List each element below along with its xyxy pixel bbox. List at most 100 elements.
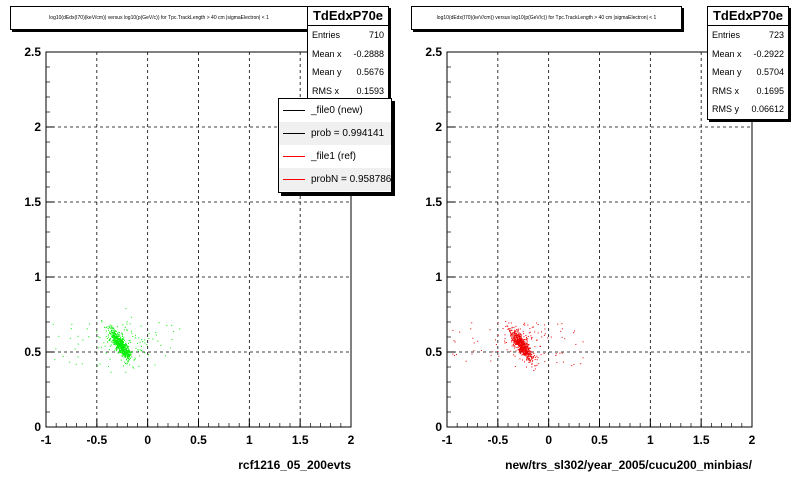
data-point: [118, 349, 120, 351]
data-point: [514, 347, 516, 349]
data-point: [99, 337, 101, 339]
data-point: [471, 322, 473, 324]
data-point: [113, 341, 115, 343]
data-point: [127, 348, 129, 350]
data-point: [124, 346, 126, 348]
data-point: [119, 341, 121, 343]
data-point: [118, 331, 120, 333]
stats-box-left: TdEdxP70e Entries 710 Mean x -0.2888 Mean …: [307, 6, 389, 101]
data-point: [513, 331, 515, 333]
data-point: [514, 334, 516, 336]
data-point: [122, 342, 124, 344]
data-point: [109, 327, 111, 329]
data-point: [128, 353, 130, 355]
data-point: [516, 343, 518, 345]
data-point: [77, 343, 79, 345]
data-point: [89, 323, 91, 325]
data-point: [129, 364, 131, 366]
data-point: [509, 328, 511, 330]
data-point: [498, 355, 500, 357]
data-point: [523, 343, 525, 345]
data-point: [121, 340, 123, 342]
data-point: [519, 358, 521, 360]
data-point: [88, 336, 90, 338]
data-point: [129, 342, 131, 344]
x-tick-label: 2: [348, 433, 355, 447]
data-point: [120, 344, 122, 346]
data-point: [521, 340, 523, 342]
data-point: [130, 316, 132, 318]
data-point: [508, 328, 510, 330]
data-point: [480, 349, 482, 351]
data-point: [122, 349, 124, 351]
data-point: [518, 342, 520, 344]
data-point: [128, 358, 130, 360]
data-point: [124, 355, 126, 357]
data-point: [517, 342, 519, 344]
data-point: [130, 353, 132, 355]
y-tick-label: 1.5: [425, 195, 442, 209]
data-point: [135, 347, 137, 349]
data-point: [129, 357, 131, 359]
data-point: [111, 333, 113, 335]
data-point: [514, 339, 516, 341]
data-point: [121, 341, 123, 343]
data-point: [517, 338, 519, 340]
data-point: [119, 339, 121, 341]
data-point: [519, 343, 521, 345]
data-point: [495, 339, 497, 341]
data-point: [530, 352, 532, 354]
stats-row-right: RMS x 0.1695: [708, 82, 788, 101]
data-point: [528, 357, 530, 359]
data-point: [536, 364, 538, 366]
stats-title-left: TdEdxP70e: [308, 7, 388, 26]
data-point: [126, 359, 128, 361]
data-point: [108, 325, 110, 327]
legend-entry: prob = 0.994141: [279, 122, 391, 145]
data-point: [134, 357, 136, 359]
data-point: [100, 346, 102, 348]
data-point: [517, 349, 519, 351]
data-point: [452, 329, 454, 331]
data-point: [116, 337, 118, 339]
data-point: [517, 331, 519, 333]
data-point: [527, 338, 529, 340]
data-point: [512, 335, 514, 337]
data-point: [528, 353, 530, 355]
stats-title-right: TdEdxP70e: [708, 7, 788, 26]
data-point: [117, 344, 119, 346]
data-point: [116, 339, 118, 341]
data-point: [524, 345, 526, 347]
data-point: [110, 371, 112, 373]
y-tick-label: 2: [435, 120, 442, 134]
data-point: [127, 354, 129, 356]
data-point: [117, 332, 119, 334]
stats-value: 0.06612: [751, 104, 784, 114]
data-point: [124, 353, 126, 355]
data-point: [512, 334, 514, 336]
data-point: [511, 339, 513, 341]
data-point: [118, 344, 120, 346]
x-tick-label: 1.5: [693, 433, 710, 447]
data-point: [530, 355, 532, 357]
data-point: [528, 359, 530, 361]
data-point: [514, 342, 516, 344]
data-point: [519, 328, 521, 330]
data-point: [110, 330, 112, 332]
data-point: [521, 338, 523, 340]
data-point: [510, 329, 512, 331]
data-point: [107, 365, 109, 367]
data-point: [525, 354, 527, 356]
data-point: [492, 351, 494, 353]
data-point: [171, 324, 173, 326]
data-point: [119, 335, 121, 337]
data-point: [142, 341, 144, 343]
stats-label: RMS x: [712, 85, 739, 96]
data-point: [97, 365, 99, 367]
data-point: [119, 344, 121, 346]
data-point: [529, 353, 531, 355]
data-point: [126, 355, 128, 357]
legend-box: _file0 (new) prob = 0.994141 _file1 (ref…: [278, 98, 392, 193]
data-point: [120, 342, 122, 344]
